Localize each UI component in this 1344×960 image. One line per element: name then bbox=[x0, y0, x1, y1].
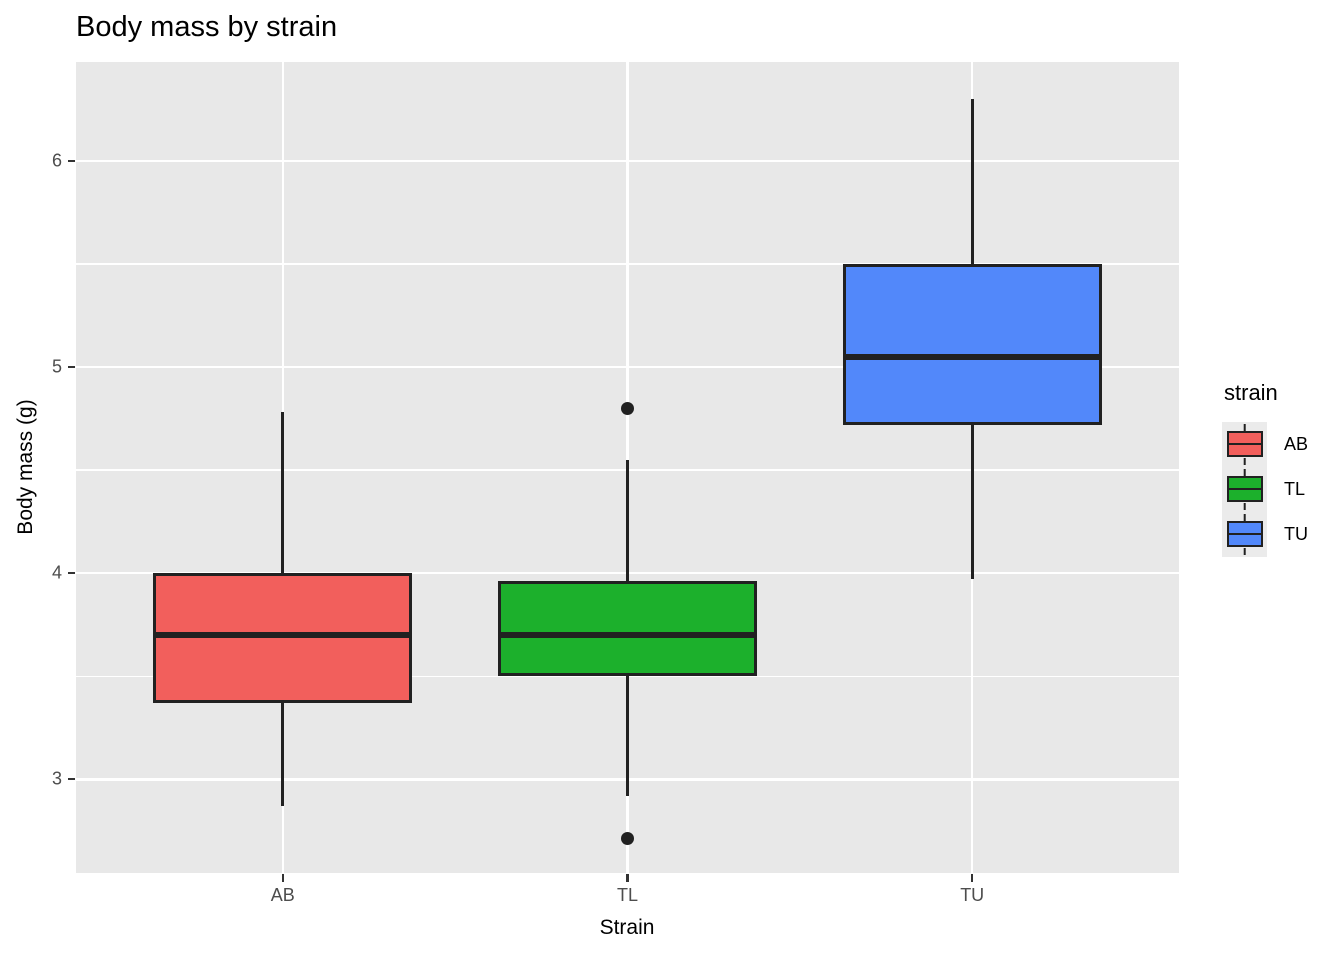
outlier-point-TL bbox=[621, 401, 634, 415]
y-axis-title: Body mass (g) bbox=[14, 399, 37, 535]
x-axis-title: Strain bbox=[599, 916, 655, 939]
legend-label: AB bbox=[1284, 434, 1309, 454]
whisker-lower-AB bbox=[281, 702, 285, 806]
y-tick-label: 3 bbox=[51, 768, 62, 789]
x-tick-label: AB bbox=[270, 885, 295, 905]
y-tick-label: 5 bbox=[51, 356, 62, 377]
box-AB bbox=[153, 573, 413, 703]
legend-label: TU bbox=[1284, 524, 1308, 544]
median-TU bbox=[842, 353, 1102, 360]
y-tick-mark bbox=[68, 778, 75, 781]
whisker-upper-AB bbox=[281, 412, 285, 574]
y-tick-mark bbox=[68, 365, 75, 369]
whisker-lower-TL bbox=[626, 676, 629, 796]
whisker-lower-TU bbox=[970, 424, 974, 580]
legend-entry-tu: TU bbox=[1222, 512, 1344, 557]
legend-entry-tl: TL bbox=[1222, 467, 1344, 512]
whisker-upper-TU bbox=[970, 99, 974, 264]
y-tick-label: 6 bbox=[51, 150, 62, 171]
x-tick-mark bbox=[281, 873, 284, 882]
x-tick-label: TU bbox=[960, 885, 985, 905]
plot-panel bbox=[76, 62, 1179, 873]
legend-key-boxplot-icon bbox=[1222, 422, 1267, 467]
outlier-point-TL bbox=[621, 832, 634, 846]
legend-key-boxplot-icon bbox=[1222, 467, 1267, 512]
legend-key-boxplot-icon bbox=[1222, 512, 1267, 557]
legend-entry-ab: AB bbox=[1222, 422, 1344, 467]
box-TU bbox=[842, 263, 1102, 425]
median-TL bbox=[498, 631, 757, 638]
legend-label: TL bbox=[1284, 479, 1306, 499]
legend-title: strain bbox=[1224, 380, 1278, 405]
page-title: Body mass by strain bbox=[76, 11, 338, 43]
legend: strain AB TL bbox=[1222, 380, 1344, 557]
x-tick-mark bbox=[971, 873, 974, 882]
x-tick-label: TL bbox=[616, 885, 639, 905]
y-tick-label: 4 bbox=[51, 562, 62, 583]
y-tick-mark bbox=[68, 572, 75, 575]
x-tick-mark bbox=[626, 873, 629, 882]
median-AB bbox=[153, 631, 413, 638]
whisker-upper-TL bbox=[626, 459, 629, 582]
box-TL bbox=[498, 581, 757, 677]
y-tick-mark bbox=[68, 159, 75, 162]
